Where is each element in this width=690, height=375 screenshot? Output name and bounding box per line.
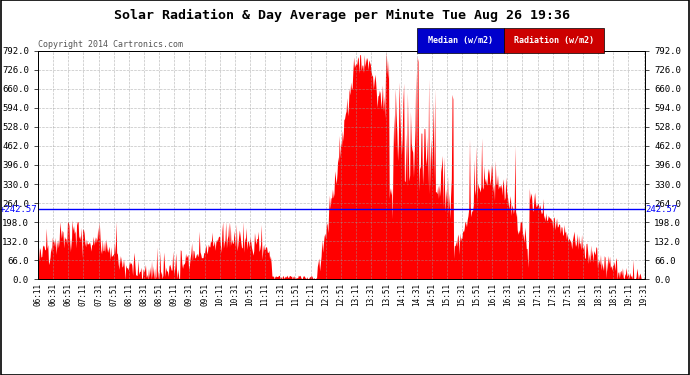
- Text: 09:11: 09:11: [170, 283, 179, 306]
- Text: Radiation (w/m2): Radiation (w/m2): [514, 36, 593, 45]
- Text: 15:11: 15:11: [442, 283, 451, 306]
- Text: 16:31: 16:31: [503, 283, 512, 306]
- Text: 06:51: 06:51: [63, 283, 72, 306]
- Text: 10:51: 10:51: [246, 283, 255, 306]
- Text: 08:11: 08:11: [124, 283, 133, 306]
- Text: 242.57: 242.57: [646, 205, 678, 214]
- Text: 16:51: 16:51: [518, 283, 527, 306]
- Text: 17:11: 17:11: [533, 283, 542, 306]
- Text: 18:51: 18:51: [609, 283, 618, 306]
- Text: 11:11: 11:11: [261, 283, 270, 306]
- Text: 12:11: 12:11: [306, 283, 315, 306]
- Text: Median (w/m2): Median (w/m2): [428, 36, 493, 45]
- Text: 09:51: 09:51: [200, 283, 209, 306]
- Text: 09:31: 09:31: [185, 283, 194, 306]
- Text: 13:31: 13:31: [366, 283, 375, 306]
- Text: 18:31: 18:31: [593, 283, 602, 306]
- Text: 15:51: 15:51: [473, 283, 482, 306]
- Text: 17:51: 17:51: [564, 283, 573, 306]
- Text: Solar Radiation & Day Average per Minute Tue Aug 26 19:36: Solar Radiation & Day Average per Minute…: [114, 9, 569, 22]
- Text: +242.57: +242.57: [0, 205, 37, 214]
- Text: 19:11: 19:11: [624, 283, 633, 306]
- Text: 07:11: 07:11: [79, 283, 88, 306]
- Text: 15:31: 15:31: [457, 283, 466, 306]
- Text: 12:31: 12:31: [321, 283, 330, 306]
- Text: 14:11: 14:11: [397, 283, 406, 306]
- Text: 07:31: 07:31: [94, 283, 103, 306]
- Text: 10:31: 10:31: [230, 283, 239, 306]
- Text: 14:31: 14:31: [412, 283, 421, 306]
- Text: 13:11: 13:11: [351, 283, 360, 306]
- Text: 08:51: 08:51: [155, 283, 164, 306]
- Text: 19:31: 19:31: [639, 283, 648, 306]
- Text: 07:51: 07:51: [109, 283, 118, 306]
- Text: 12:51: 12:51: [336, 283, 345, 306]
- Text: 14:51: 14:51: [427, 283, 436, 306]
- Text: 17:31: 17:31: [549, 283, 558, 306]
- Text: 11:51: 11:51: [291, 283, 300, 306]
- Text: 06:31: 06:31: [48, 283, 57, 306]
- Text: 08:31: 08:31: [139, 283, 148, 306]
- Text: Copyright 2014 Cartronics.com: Copyright 2014 Cartronics.com: [38, 40, 183, 49]
- Text: 10:11: 10:11: [215, 283, 224, 306]
- Text: 16:11: 16:11: [488, 283, 497, 306]
- Text: 18:11: 18:11: [579, 283, 588, 306]
- Text: 11:31: 11:31: [276, 283, 285, 306]
- Text: 13:51: 13:51: [382, 283, 391, 306]
- Text: 06:11: 06:11: [33, 283, 43, 306]
